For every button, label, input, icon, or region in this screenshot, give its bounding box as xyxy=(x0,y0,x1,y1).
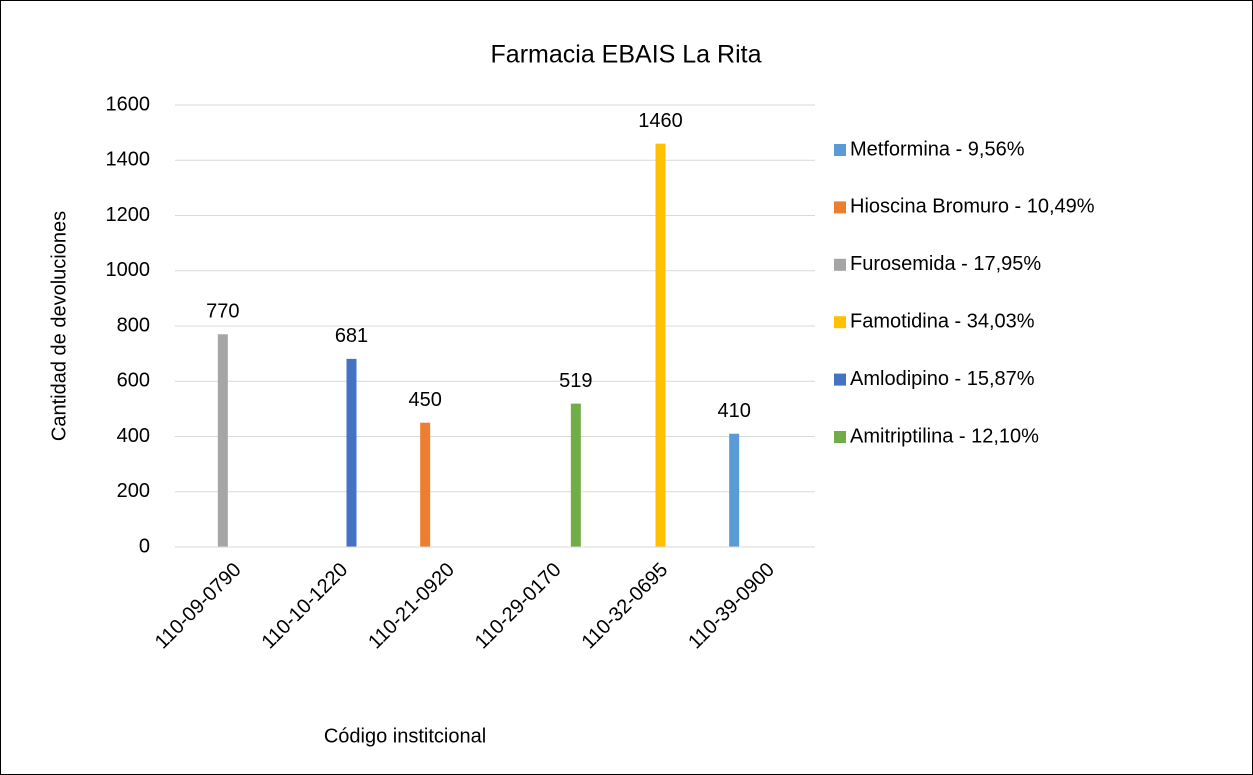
y-tick-label: 200 xyxy=(117,480,150,502)
bar xyxy=(217,334,228,547)
y-tick-label: 1000 xyxy=(106,259,151,281)
data-label: 410 xyxy=(717,400,750,422)
legend-swatch xyxy=(834,431,846,443)
legend-label: Hioscina Bromuro - 10,49% xyxy=(850,196,1095,218)
legend-swatch xyxy=(834,258,846,271)
bar xyxy=(420,422,431,547)
y-tick-label: 1400 xyxy=(106,149,151,171)
chart-title: Farmacia EBAIS La Rita xyxy=(491,41,762,69)
data-label: 1460 xyxy=(638,110,683,132)
legend-swatch xyxy=(834,316,846,329)
y-axis-title: Cantidad de devoluciones xyxy=(48,211,70,441)
y-tick-label: 800 xyxy=(117,314,150,336)
legend-swatch xyxy=(834,201,846,214)
y-tick-label: 1600 xyxy=(106,93,151,115)
data-label: 450 xyxy=(408,389,441,411)
data-label: 519 xyxy=(559,370,592,392)
legend-label: Amlodipino - 15,87% xyxy=(850,368,1035,390)
data-label: 681 xyxy=(335,325,368,347)
bar xyxy=(655,143,666,548)
legend-label: Metformina - 9,56% xyxy=(850,138,1025,160)
bar xyxy=(346,358,357,547)
y-tick-label: 0 xyxy=(139,535,150,557)
legend-label: Furosemida - 17,95% xyxy=(850,253,1041,275)
legend-label: Amitriptilina - 12,10% xyxy=(850,425,1039,447)
y-tick-label: 400 xyxy=(117,425,150,447)
bar xyxy=(570,403,581,547)
legend-swatch xyxy=(834,144,846,156)
y-tick-label: 1200 xyxy=(106,204,151,226)
y-tick-label: 600 xyxy=(117,370,150,392)
data-label: 770 xyxy=(206,301,239,323)
x-axis-title: Código institcional xyxy=(324,725,486,747)
legend-swatch xyxy=(834,373,846,386)
legend-label: Famotidina - 34,03% xyxy=(850,310,1035,332)
bar xyxy=(729,433,740,547)
